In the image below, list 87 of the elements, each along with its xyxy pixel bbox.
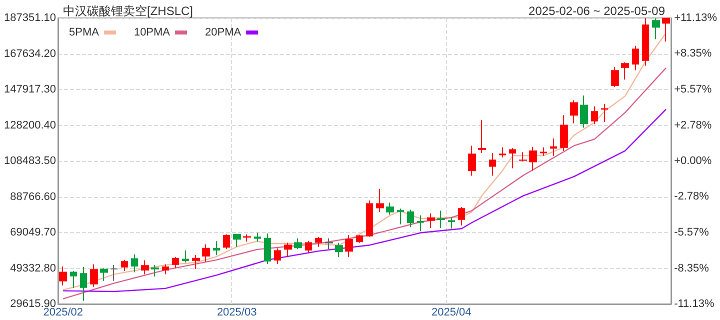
candlestick <box>243 234 251 242</box>
candlestick <box>417 214 424 232</box>
line-series <box>62 67 667 300</box>
candlestick <box>284 242 292 258</box>
chart-subtitle: 2025-02-06 ~ 2025-05-09 <box>528 4 666 18</box>
candlestick <box>397 208 404 225</box>
candlestick <box>468 145 476 176</box>
candlestick <box>345 234 353 258</box>
candlestick <box>182 250 189 263</box>
candlestick <box>570 100 578 124</box>
candlestick <box>356 234 363 244</box>
legend-label: 20PMA <box>205 26 242 38</box>
x-tick-label: 2025/03 <box>216 306 257 318</box>
candlestick <box>611 66 619 88</box>
candlestick <box>509 148 516 169</box>
candlestick <box>366 200 373 238</box>
candlestick <box>59 266 67 286</box>
candlestick <box>478 119 486 154</box>
y-tick-label: 128200.40 <box>4 119 56 132</box>
candlestick <box>335 242 343 258</box>
candlestick <box>499 146 506 158</box>
candlestick <box>448 216 455 230</box>
candlestick <box>80 266 87 302</box>
candlestick <box>407 209 414 228</box>
candlestick <box>662 18 670 42</box>
y-tick-label: 147917.30 <box>4 84 56 96</box>
y2-tick-label: +5.57% <box>674 83 712 96</box>
candlestick <box>223 234 230 250</box>
candlestick <box>315 236 322 248</box>
candlestick <box>386 202 394 216</box>
candlestick <box>264 232 271 264</box>
y2-tick-label: +2.78% <box>674 119 712 132</box>
candlestick <box>642 18 649 66</box>
line-series <box>62 108 667 292</box>
candlestick <box>192 254 200 270</box>
x-tick-label: 2025/02 <box>43 306 83 318</box>
candlestick <box>131 254 138 273</box>
candlestick <box>591 106 598 125</box>
y-tick-label: 49332.80 <box>10 262 56 274</box>
candlestick <box>294 238 302 250</box>
y-tick-label: 108483.50 <box>4 155 56 167</box>
candlestick <box>489 152 496 176</box>
legend-label: 10PMA <box>134 26 171 38</box>
candlestick <box>437 210 445 228</box>
candlestick <box>540 146 547 156</box>
candlestick <box>652 18 660 40</box>
legend-label: 5PMA <box>68 26 100 38</box>
candlestick <box>560 114 568 152</box>
y2-tick-label: -11.13% <box>674 298 714 310</box>
candlestick <box>233 233 241 248</box>
y2-tick-label: -8.35% <box>674 262 710 274</box>
candlestick <box>427 213 435 228</box>
candlestick <box>213 240 220 256</box>
candlestick <box>621 62 629 80</box>
candlestick <box>90 264 98 288</box>
candlestick <box>121 259 128 272</box>
candlestick <box>325 238 333 250</box>
y2-tick-label: +0.00% <box>674 155 712 167</box>
candlestick <box>254 232 261 242</box>
candlestick <box>519 152 527 162</box>
candlestick <box>580 95 588 128</box>
y2-tick-label: +11.13% <box>674 12 718 24</box>
candlestick <box>305 240 312 253</box>
candlestick <box>141 260 149 275</box>
x-tick-label: 2025/04 <box>432 306 472 318</box>
candlestick <box>529 146 537 172</box>
y2-tick-label: -2.78% <box>674 190 710 203</box>
candlestick <box>70 270 77 289</box>
y-tick-label: 167634.20 <box>4 48 56 60</box>
candlestick <box>601 104 608 122</box>
candlestick <box>162 264 169 275</box>
y-tick-label: 69049.70 <box>10 226 56 238</box>
candlestick <box>376 188 384 212</box>
y2-tick-label: -5.57% <box>674 226 710 239</box>
candlestick <box>172 256 179 268</box>
candlestick <box>274 248 281 264</box>
y2-tick-label: +8.35% <box>674 48 712 60</box>
y-tick-label: 88766.60 <box>10 190 56 203</box>
candlestick <box>110 264 118 282</box>
candlestick <box>100 268 108 282</box>
candlestick <box>632 45 639 71</box>
candlestick <box>202 244 210 262</box>
y-tick-label: 187351.10 <box>4 12 56 24</box>
candlestick <box>550 138 557 156</box>
candlestick <box>151 264 159 277</box>
chart-title: 中汉碳酸锂卖空[ZHSLC] <box>63 4 194 18</box>
candlestick <box>458 206 465 226</box>
